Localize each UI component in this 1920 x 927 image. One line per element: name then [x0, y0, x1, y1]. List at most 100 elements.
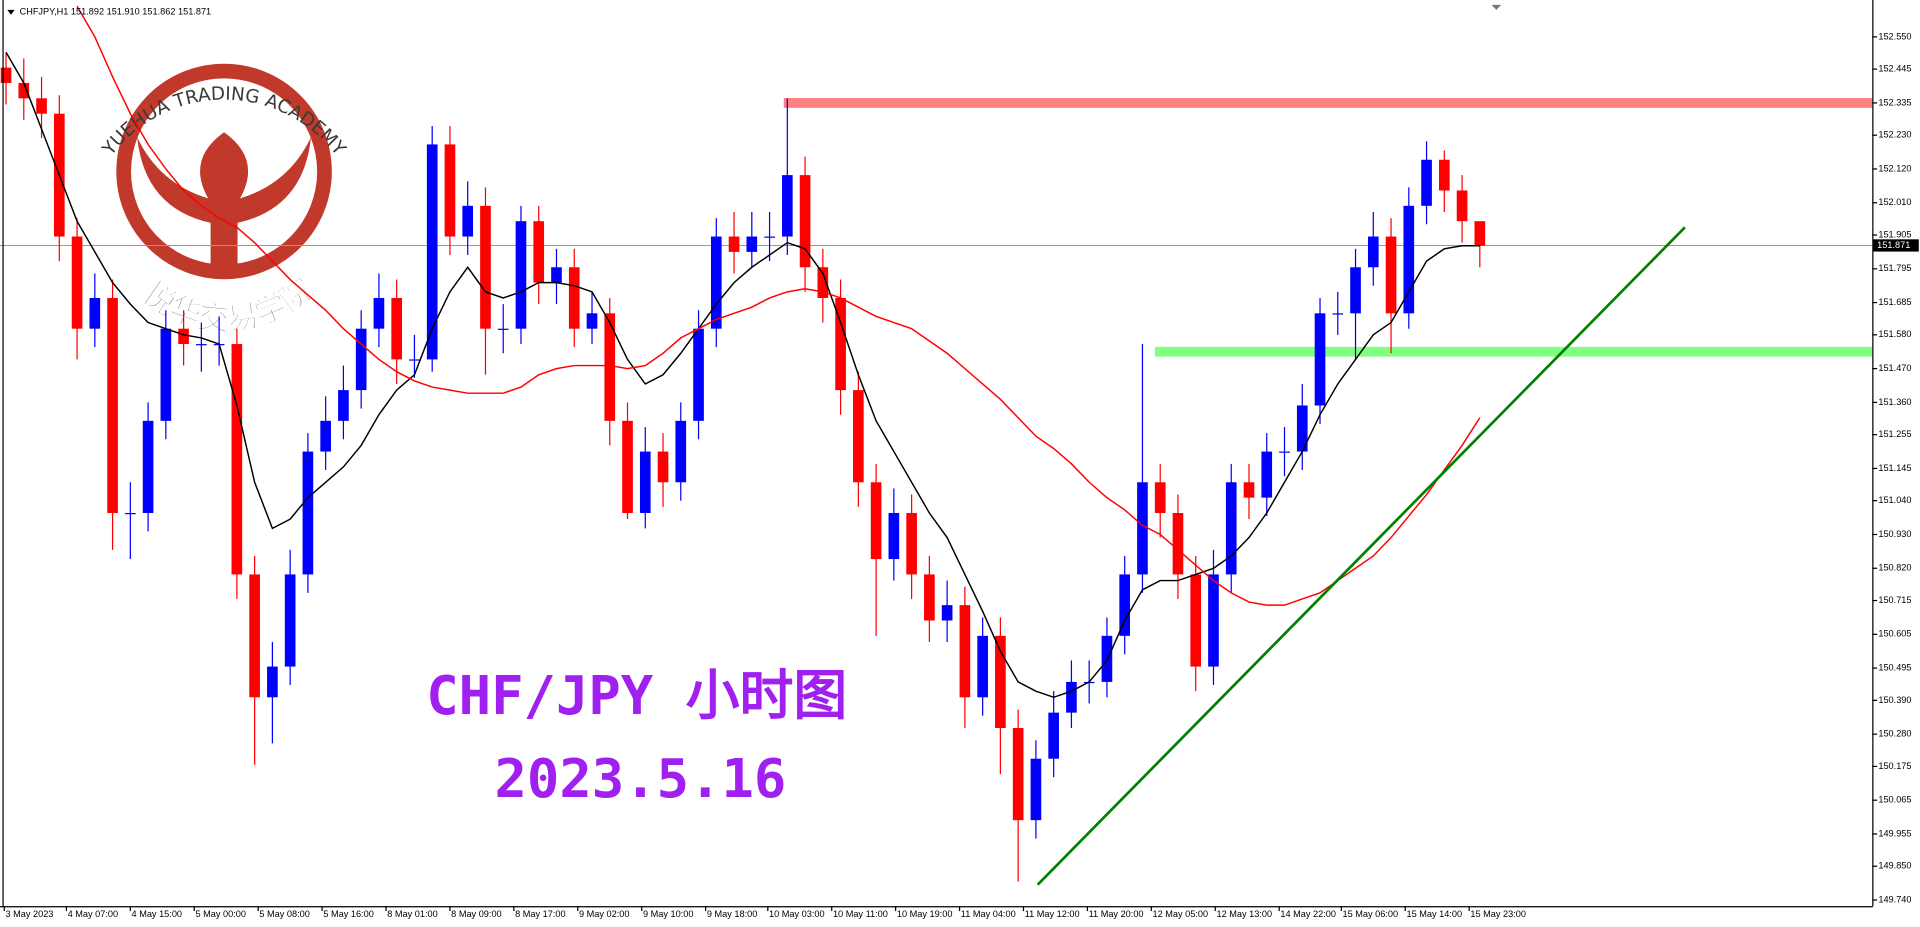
x-tick-label: 11 May 12:00: [1025, 909, 1080, 919]
x-tick-label: 11 May 20:00: [1089, 909, 1144, 919]
candle-body: [497, 328, 509, 330]
menu-arrow[interactable]: [7, 9, 15, 15]
candle-body: [568, 267, 580, 329]
candle-body: [853, 390, 864, 483]
candle-body: [125, 512, 136, 515]
candle-body: [906, 512, 917, 575]
candle-body: [89, 297, 101, 329]
price-zone: [1154, 346, 1873, 357]
y-tick-label: 149.850: [1878, 861, 1911, 871]
candle-body: [533, 221, 545, 283]
x-tick-label: 12 May 13:00: [1216, 909, 1272, 919]
candle-body: [604, 313, 616, 421]
shift-marker: [1491, 4, 1502, 10]
candle-body: [249, 574, 260, 698]
plot-area: [0, 5, 1873, 886]
x-tick-label: 4 May 15:00: [132, 909, 182, 919]
x-tick-label: 12 May 05:00: [1153, 909, 1209, 919]
x-tick-label: 14 May 22:00: [1280, 909, 1336, 919]
x-tick-label: 15 May 23:00: [1470, 909, 1526, 919]
y-tick-label: 152.445: [1878, 64, 1911, 74]
candle-body: [746, 236, 758, 252]
candle-body: [1438, 159, 1450, 191]
candle-body: [1279, 451, 1290, 453]
y-tick-label: 152.120: [1878, 163, 1911, 173]
candle-body: [622, 420, 633, 513]
candle-body: [462, 205, 474, 237]
candle-body: [71, 236, 83, 329]
logo-symbol: [137, 132, 312, 272]
candle-body: [196, 344, 207, 346]
y-tick-label: 150.495: [1878, 663, 1911, 673]
moving-average: [76, 5, 1481, 606]
candle-body: [231, 344, 243, 575]
y-tick-label: 152.230: [1878, 130, 1911, 140]
trendline: [1036, 226, 1686, 886]
y-tick-label: 152.550: [1878, 31, 1911, 41]
candle-body: [302, 451, 314, 575]
x-tick-label: 5 May 00:00: [195, 909, 245, 919]
x-tick-label: 9 May 10:00: [643, 909, 693, 919]
y-tick-label: 149.740: [1878, 894, 1911, 904]
x-tick-label: 3 May 2023: [5, 909, 53, 919]
x-tick-label: 10 May 19:00: [897, 909, 953, 919]
candle-body: [817, 267, 829, 298]
candle-body: [1456, 190, 1468, 222]
candle-body: [0, 67, 12, 83]
candle-body: [657, 451, 669, 483]
last-price-box: [1873, 239, 1919, 252]
y-tick-label: 151.580: [1878, 329, 1911, 339]
candle-body: [870, 482, 882, 560]
symbol-info: CHFJPY,H1 151.892 151.910 151.862 151.87…: [20, 7, 212, 17]
y-tick-label: 150.605: [1878, 629, 1911, 639]
y-tick-label: 150.065: [1878, 795, 1911, 805]
y-tick-label: 150.820: [1878, 563, 1911, 573]
x-tick-label: 5 May 08:00: [259, 909, 309, 919]
x-tick-label: 10 May 11:00: [833, 909, 888, 919]
candle-body: [1474, 221, 1486, 246]
candle-body: [1350, 267, 1361, 314]
candle-body: [728, 236, 740, 252]
y-tick-label: 151.685: [1878, 297, 1911, 307]
candle-body: [107, 297, 118, 513]
y-tick-label: 151.905: [1878, 229, 1911, 239]
candle-body: [480, 205, 491, 329]
candle-body: [338, 390, 349, 421]
candle-body: [1296, 405, 1308, 452]
candle-body: [781, 175, 793, 237]
candle-body: [1367, 236, 1379, 268]
candle-body: [1421, 159, 1432, 206]
x-tick-label: 8 May 17:00: [515, 909, 565, 919]
candle-body: [1137, 482, 1148, 575]
y-tick-label: 151.360: [1878, 397, 1911, 407]
candle-body: [1012, 728, 1024, 821]
y-tick-label: 151.470: [1878, 363, 1911, 373]
candle-body: [320, 420, 331, 452]
x-tick-label: 10 May 03:00: [769, 909, 825, 919]
y-tick-label: 152.010: [1878, 197, 1911, 207]
y-tick-label: 151.145: [1878, 463, 1911, 473]
candle-body: [355, 328, 367, 391]
x-tick-label: 8 May 09:00: [451, 909, 501, 919]
candle-body: [284, 574, 296, 667]
candle-body: [373, 297, 385, 329]
overlay-date: 2023.5.16: [494, 747, 786, 810]
candle-body: [1225, 482, 1237, 575]
y-tick-label: 150.930: [1878, 529, 1911, 539]
y-tick-label: 149.955: [1878, 828, 1911, 838]
y-tick-label: 150.390: [1878, 695, 1911, 705]
candle-body: [515, 221, 527, 329]
y-tick-label: 150.175: [1878, 761, 1911, 771]
candle-body: [995, 635, 1006, 729]
candle-body: [693, 328, 704, 421]
x-tick-label: 11 May 04:00: [961, 909, 1016, 919]
candle-body: [710, 236, 722, 329]
candle-body: [941, 605, 953, 621]
candle-body: [178, 328, 189, 345]
candle-body: [977, 635, 988, 698]
candle-body: [18, 82, 30, 99]
candle-body: [1030, 758, 1042, 821]
